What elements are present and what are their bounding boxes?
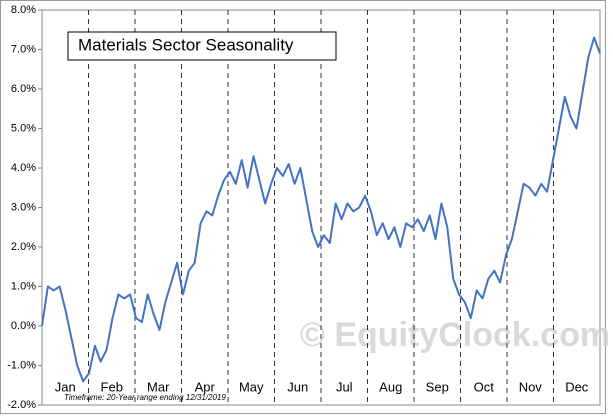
x-tick-label: Jul bbox=[336, 379, 353, 394]
title-box bbox=[67, 31, 337, 61]
footnote: Timeframe: 20-Year range ending 12/31/20… bbox=[64, 393, 226, 402]
y-tick-label: 6.0% bbox=[11, 83, 36, 95]
y-tick-label: -2.0% bbox=[7, 399, 36, 411]
x-tick-label: Nov bbox=[519, 379, 543, 394]
chart-title: Materials Sector Seasonality bbox=[78, 35, 294, 54]
watermark: © EquityClock.com bbox=[300, 316, 610, 354]
y-tick-label: 5.0% bbox=[11, 122, 36, 134]
y-tick-label: 2.0% bbox=[11, 241, 36, 253]
x-tick-label: May bbox=[239, 379, 264, 394]
y-tick-label: 0.0% bbox=[11, 320, 36, 332]
x-tick-label: Aug bbox=[379, 379, 402, 394]
x-tick-label: Feb bbox=[101, 379, 123, 394]
y-tick-label: 1.0% bbox=[11, 280, 36, 292]
x-tick-label: Apr bbox=[195, 379, 216, 394]
series-line bbox=[41, 36, 601, 383]
x-tick-label: Jan bbox=[55, 379, 76, 394]
x-tick-label: Mar bbox=[147, 379, 170, 394]
y-tick-label: 8.0% bbox=[11, 4, 36, 16]
y-tick-label: 4.0% bbox=[11, 162, 36, 174]
x-tick-label: Dec bbox=[565, 379, 589, 394]
x-tick-label: Jun bbox=[287, 379, 308, 394]
y-tick-label: -1.0% bbox=[7, 359, 36, 371]
y-tick-label: 7.0% bbox=[11, 43, 36, 55]
x-tick-label: Sep bbox=[426, 379, 449, 394]
y-tick-label: 3.0% bbox=[11, 201, 36, 213]
x-tick-label: Oct bbox=[474, 379, 495, 394]
